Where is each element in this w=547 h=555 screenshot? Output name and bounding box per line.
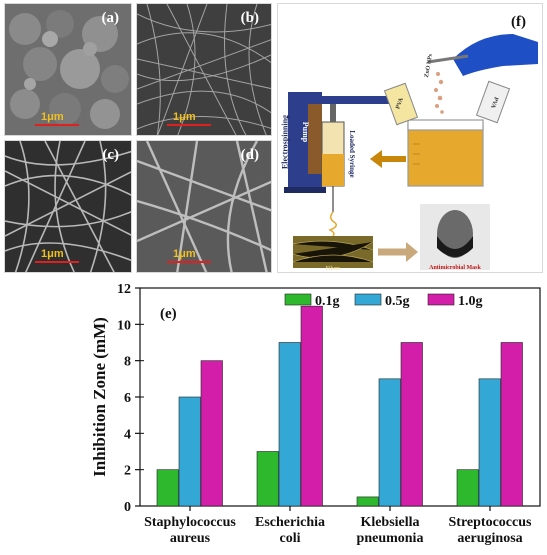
legend-swatch (284, 293, 312, 306)
electrospinning-label: Electrospinning (281, 115, 290, 169)
bars (156, 305, 523, 507)
pump-arm (322, 96, 392, 104)
y-axis: 0 2 4 6 8 10 12 (117, 282, 144, 515)
x-category-label: aeruginosa (457, 531, 522, 546)
y-tick-label: 12 (117, 282, 131, 297)
jet-path (328, 211, 337, 237)
panel-label-a: (a) (101, 10, 120, 26)
pump-rail (308, 104, 322, 174)
mask-figure (420, 204, 490, 270)
x-category-label: Streptococcus (449, 515, 532, 530)
pva-bottle-left (383, 82, 419, 126)
x-category-label: coli (280, 531, 301, 546)
scale-label-c: 1μm (41, 248, 64, 260)
syringe-label: Loaded Syringe (348, 130, 356, 177)
bar-1_0g-3 (500, 342, 523, 507)
sem-panel-b: (b) 1μm (136, 3, 272, 136)
sem-panel-c: (c) 1μm (4, 140, 132, 273)
y-tick-label: 10 (117, 318, 131, 333)
process-schematic-panel-f: Pump Electrospinning Loaded Syringe PVA … (277, 3, 543, 273)
legend-swatch (354, 293, 382, 306)
legend: 0.1g 0.5g 1.0g (284, 293, 483, 309)
bar-0_1g-0 (156, 469, 179, 507)
zno-label: ZnO NPs (424, 53, 434, 78)
bar-0_5g-1 (278, 342, 301, 507)
bar-0_5g-3 (478, 378, 501, 507)
scale-bar-b (167, 124, 211, 126)
x-category-label: Escherichia (255, 515, 325, 530)
flow-arrow-right-head (406, 242, 418, 262)
bar-0_5g-0 (178, 396, 201, 507)
process-schematic: Pump Electrospinning Loaded Syringe PVA … (281, 34, 538, 272)
y-tick-label: 4 (124, 427, 131, 442)
y-tick-label: 8 (124, 355, 131, 370)
mask-label: Antimicrobial Mask (429, 265, 481, 271)
bottle-right-label: PVA (489, 96, 499, 110)
beaker (407, 123, 484, 187)
legend-label: 1.0g (458, 294, 483, 309)
x-category-label: aureus (170, 531, 211, 546)
fibers-label: Fibers (326, 266, 342, 272)
legend-label: 0.5g (385, 294, 410, 309)
panel-label-c: (c) (102, 147, 119, 163)
bar-chart-panel-e: 0 2 4 6 8 10 12 Staphylococcus aureus Escherichi… (0, 278, 547, 550)
flow-arrow-left-head (370, 150, 382, 168)
legend-label: 0.1g (315, 294, 340, 309)
scale-bar-d (167, 261, 211, 263)
pump-base (284, 187, 326, 193)
bar-0_5g-2 (378, 378, 401, 507)
gloved-hand (453, 34, 538, 76)
chart-panel-label: (e) (160, 306, 177, 322)
pva-bottle-right (475, 80, 511, 124)
panel-label-b: (b) (240, 10, 259, 26)
zno-particles (434, 72, 444, 114)
scale-bar-a (35, 124, 79, 126)
y-tick-label: 0 (124, 500, 131, 515)
sem-texture-a (5, 4, 131, 135)
x-category-label: Staphylococcus (144, 515, 236, 530)
bar-0_1g-3 (456, 469, 479, 507)
scale-label-b: 1μm (173, 111, 196, 123)
bar-1_0g-2 (400, 342, 423, 507)
bar-1_0g-1 (300, 305, 323, 507)
x-category-label: Klebsiella (360, 515, 419, 530)
y-tick-label: 6 (124, 391, 131, 406)
sem-texture-b (137, 4, 271, 135)
scale-label-d: 1μm (173, 248, 196, 260)
syringe-solution (322, 154, 344, 186)
panel-label-d: (d) (240, 147, 259, 163)
scale-label-a: 1μm (41, 111, 64, 123)
pump-label: Pump (301, 122, 310, 143)
y-axis-title: Inhibition Zone (mM) (90, 317, 109, 477)
syringe-plunger (330, 104, 336, 122)
sem-panel-a: (a) 1μm (4, 3, 132, 136)
sem-texture-c (5, 141, 131, 272)
sem-panel-d: (d) 1μm (136, 140, 272, 273)
bar-1_0g-0 (200, 360, 223, 507)
bottle-left-label: PVA (395, 97, 405, 111)
panel-label-f: (f) (511, 14, 526, 30)
sem-texture-d (137, 141, 271, 272)
x-category-label: pneumonia (357, 531, 424, 546)
bar-0_1g-2 (356, 496, 379, 507)
y-tick-label: 2 (124, 464, 131, 479)
scale-bar-c (35, 261, 79, 263)
legend-swatch (427, 293, 455, 306)
bar-0_1g-1 (256, 451, 279, 507)
spatula (427, 54, 469, 64)
beaker-rim (407, 119, 484, 131)
